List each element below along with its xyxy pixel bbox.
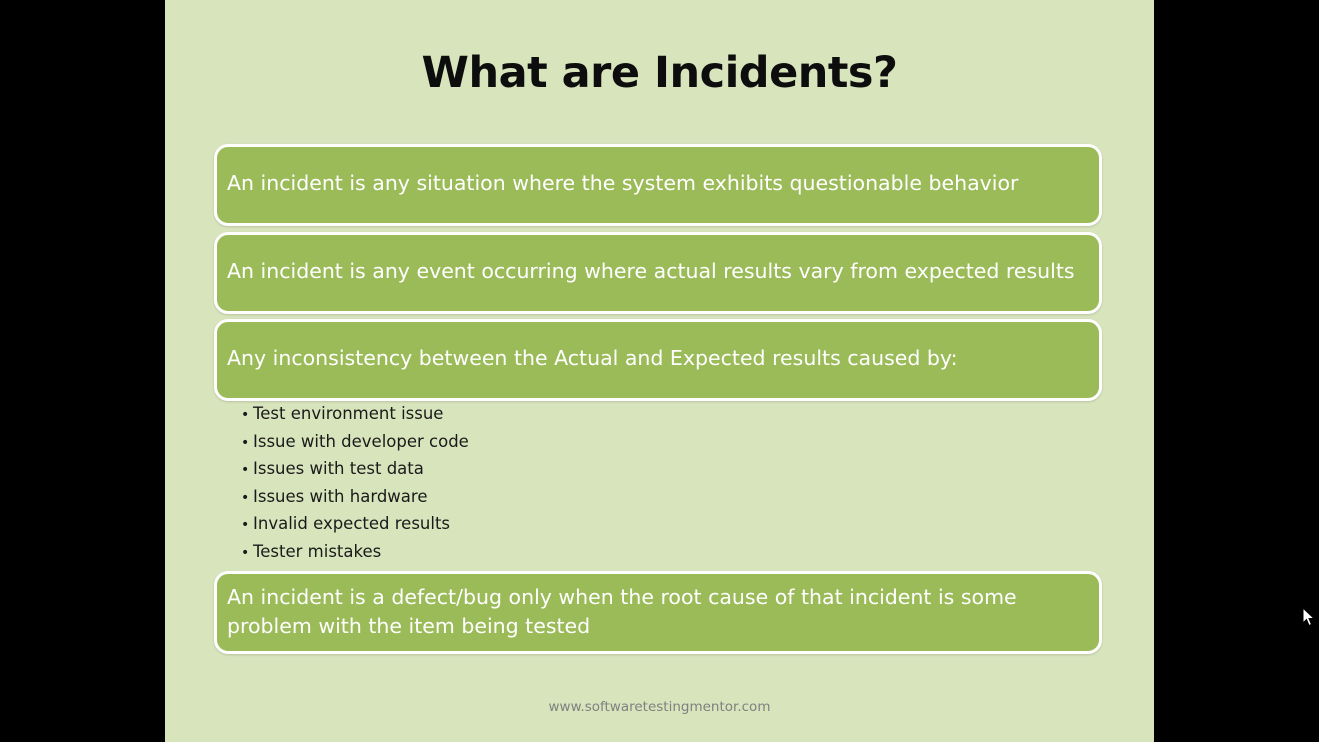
bullet-text: Invalid expected results bbox=[253, 514, 451, 533]
list-item: • Test environment issue bbox=[241, 400, 469, 428]
definition-box-2: An incident is any event occurring where… bbox=[214, 232, 1102, 314]
mouse-pointer-icon bbox=[1302, 607, 1316, 627]
bullet-icon: • bbox=[241, 434, 250, 451]
bullet-text: Issues with test data bbox=[253, 459, 424, 478]
list-item: • Tester mistakes bbox=[241, 538, 469, 566]
definition-box-1: An incident is any situation where the s… bbox=[214, 144, 1102, 226]
slide-footer-url: www.softwaretestingmentor.com bbox=[548, 699, 771, 715]
bullet-icon: • bbox=[241, 544, 250, 561]
presentation-slide: What are Incidents? An incident is any s… bbox=[165, 0, 1154, 742]
definition-box-4: An incident is a defect/bug only when th… bbox=[214, 571, 1102, 654]
list-item: • Issues with hardware bbox=[241, 483, 469, 511]
list-item: • Invalid expected results bbox=[241, 510, 469, 538]
slide-title: What are Incidents? bbox=[421, 48, 898, 98]
cause-bullet-list: • Test environment issue • Issue with deve… bbox=[241, 400, 469, 565]
bullet-text: Issue with developer code bbox=[253, 431, 469, 451]
bullet-text: Test environment issue bbox=[253, 404, 444, 423]
bullet-text: Tester mistakes bbox=[253, 541, 382, 561]
bullet-icon: • bbox=[241, 462, 250, 478]
bullet-icon: • bbox=[241, 517, 250, 533]
definition-box-1-text: An incident is any situation where the s… bbox=[227, 171, 1019, 195]
list-item: • Issues with test data bbox=[241, 455, 469, 483]
definition-box-4-text: An incident is a defect/bug only when th… bbox=[227, 585, 1017, 638]
definition-box-3-text: Any inconsistency between the Actual and… bbox=[227, 346, 958, 370]
definition-box-2-text: An incident is any event occurring where… bbox=[227, 259, 1075, 283]
list-item: • Issue with developer code bbox=[241, 428, 469, 456]
bullet-icon: • bbox=[241, 407, 250, 423]
definition-box-3: Any inconsistency between the Actual and… bbox=[214, 319, 1102, 401]
bullet-text: Issues with hardware bbox=[253, 486, 428, 506]
bullet-icon: • bbox=[241, 489, 250, 506]
